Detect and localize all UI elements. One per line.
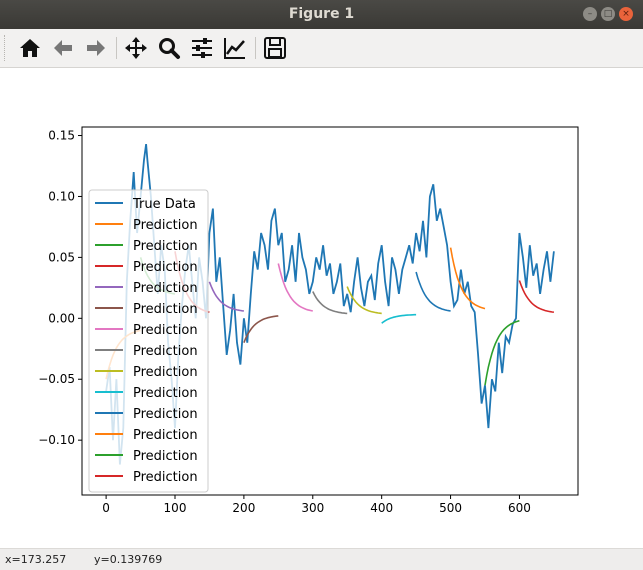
- prediction-line: [449, 247, 486, 310]
- prediction-line: [381, 313, 417, 324]
- x-tick-label: 400: [370, 501, 393, 515]
- toolbar-separator: [116, 37, 117, 59]
- legend-label: Prediction: [133, 386, 198, 401]
- legend-label: Prediction: [133, 302, 198, 317]
- cursor-x-readout: x=173.257: [5, 553, 67, 566]
- save-icon[interactable]: [262, 35, 288, 61]
- prediction-line: [277, 263, 313, 312]
- x-tick-label: 200: [232, 501, 255, 515]
- y-tick-label: −0.05: [38, 372, 75, 386]
- prediction-line: [415, 271, 451, 312]
- figure-canvas[interactable]: True Data Prediction Prediction Prediction P…: [0, 68, 643, 548]
- legend-label: Prediction: [133, 449, 198, 464]
- window-titlebar: – □ × Figure 1: [0, 0, 643, 29]
- legend-label: Prediction: [133, 239, 198, 254]
- axes-frame: [81, 126, 579, 496]
- back-arrow-icon[interactable]: [50, 35, 76, 61]
- cursor-y-readout: y=0.139769: [94, 553, 163, 566]
- toolbar-separator: [255, 37, 256, 59]
- prediction-line: [312, 291, 348, 315]
- line-chart[interactable]: True Data Prediction Prediction Prediction P…: [0, 68, 643, 548]
- toolbar-grip: [4, 35, 8, 61]
- x-tick-label: 300: [301, 501, 324, 515]
- prediction-line: [346, 286, 382, 315]
- legend-label: Prediction: [133, 281, 198, 296]
- prediction-line: [484, 319, 520, 386]
- x-tick-label: 600: [508, 501, 531, 515]
- customize-icon[interactable]: [222, 35, 248, 61]
- zoom-icon[interactable]: [156, 35, 182, 61]
- legend-label: Prediction: [133, 260, 198, 275]
- prediction-line: [208, 281, 244, 312]
- status-bar: x=173.257 y=0.139769: [0, 548, 643, 570]
- legend-box: [88, 189, 209, 493]
- navigation-toolbar: [0, 29, 643, 68]
- y-tick-label: 0.10: [48, 189, 75, 203]
- close-icon[interactable]: ×: [619, 7, 633, 21]
- prediction-line: [243, 315, 279, 344]
- x-tick-label: 0: [102, 501, 110, 515]
- forward-arrow-icon[interactable]: [83, 35, 109, 61]
- legend-label: Prediction: [133, 470, 198, 485]
- pan-icon[interactable]: [123, 35, 149, 61]
- legend-label: Prediction: [133, 218, 198, 233]
- legend-label: Prediction: [133, 365, 198, 380]
- legend-label: Prediction: [133, 323, 198, 338]
- home-icon[interactable]: [17, 35, 43, 61]
- x-tick-label: 100: [164, 501, 187, 515]
- subplots-icon[interactable]: [189, 35, 215, 61]
- true-data-line: [208, 184, 555, 429]
- x-tick-label: 500: [439, 501, 462, 515]
- window-title: Figure 1: [288, 6, 355, 22]
- legend-label: Prediction: [133, 428, 198, 443]
- y-tick-label: 0.00: [48, 311, 75, 325]
- y-tick-label: −0.10: [38, 433, 75, 447]
- y-tick-label: 0.15: [48, 129, 75, 143]
- maximize-icon[interactable]: □: [601, 7, 615, 21]
- legend-label: Prediction: [133, 407, 198, 422]
- legend-label: Prediction: [133, 344, 198, 359]
- minimize-icon[interactable]: –: [583, 7, 597, 21]
- prediction-line: [518, 280, 554, 313]
- y-tick-label: 0.05: [48, 250, 75, 264]
- legend-label: True Data: [132, 197, 196, 212]
